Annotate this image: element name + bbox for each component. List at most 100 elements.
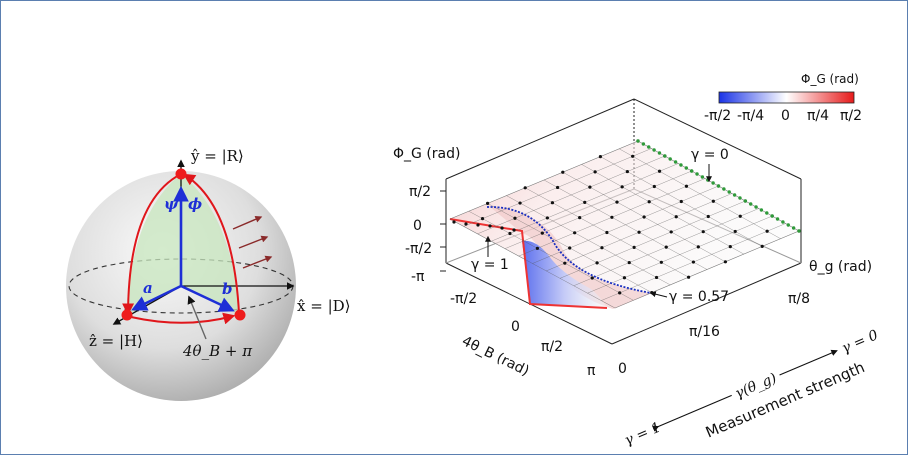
gamma-0-point (673, 160, 678, 164)
transition-surface (489, 206, 651, 309)
grid-point (642, 215, 646, 219)
lower-surface (522, 240, 607, 308)
grid-point (583, 200, 587, 204)
motion-arrow (232, 215, 263, 230)
gamma-0-point (786, 223, 790, 227)
gamma-0-point (727, 190, 731, 194)
grid-point (605, 230, 609, 235)
grid-point (480, 217, 485, 221)
motion-arrow (238, 235, 269, 249)
grid-point (696, 245, 700, 249)
grid-line (506, 195, 671, 286)
grid-point (728, 245, 732, 249)
z-tick: -π/2 (405, 241, 432, 257)
z-tick-marks (440, 190, 446, 272)
grid-point (674, 215, 678, 219)
grid-point (588, 185, 592, 189)
arc-right (182, 173, 240, 314)
gamma-0-point (700, 175, 705, 179)
grid-point (657, 169, 662, 173)
y-axis-label: ŷ = |R⟩ (190, 147, 244, 165)
z-axis: Φ_G (rad) π/2 0 -π/2 -π (393, 146, 460, 285)
grid-point (684, 184, 689, 188)
gamma-0-point (679, 163, 683, 167)
grid-line (543, 179, 708, 270)
phi-label: ϕ (188, 195, 202, 213)
grid-point (620, 185, 624, 189)
gamma-0-point (749, 202, 753, 206)
grid-point (561, 170, 565, 174)
grid-point (573, 231, 577, 235)
x-tick: π (587, 363, 596, 379)
grid-point (706, 214, 710, 219)
grid-point (738, 214, 742, 218)
grid-line (581, 164, 744, 255)
surface-plot: Φ_G (rad) π/2 0 -π/2 -π -π/2 0 π/2 π 4θ_… (393, 72, 881, 449)
x-axis-label: x̂ = |D⟩ (297, 297, 351, 315)
grid-point (513, 216, 517, 220)
motion-arrow (242, 255, 273, 269)
colorbar-tick: π/4 (807, 108, 829, 124)
gamma-0-point (689, 169, 694, 173)
grid-point (590, 276, 594, 280)
grid-point (550, 201, 555, 205)
colorbar-gradient (718, 91, 855, 104)
gamma-0-point (641, 142, 646, 146)
gamma-0-point (636, 139, 640, 143)
gamma-0-point (743, 199, 748, 203)
grid-point (631, 154, 635, 158)
point-h (121, 309, 133, 321)
colorbar-title: Φ_G (rad) (801, 72, 859, 86)
grid-point (523, 186, 527, 190)
gamma-0-point (765, 211, 769, 215)
y-tick: π/8 (788, 291, 810, 307)
gamma-0-point (791, 226, 796, 230)
gamma-057-label: γ = 0.57 (669, 289, 729, 305)
arc-bottom (130, 312, 236, 325)
colorbar-tick: -π/2 (704, 108, 731, 124)
grid-point (760, 244, 764, 248)
grid-point (508, 231, 512, 236)
y-tick: π/16 (689, 324, 720, 340)
grid-point (535, 246, 539, 250)
gamma-0-point (684, 166, 688, 170)
grid-point (518, 201, 522, 205)
b-vector (180, 284, 235, 312)
gamma-0-point (652, 148, 656, 152)
grid-point (618, 291, 622, 295)
gamma-0-point (770, 214, 774, 218)
y-axis-title: θ_g (rad) (809, 259, 872, 275)
grid-point (595, 261, 599, 265)
grid-line (468, 210, 634, 301)
gamma-0-point (775, 217, 780, 221)
a-vector (131, 284, 182, 311)
wedge-left (128, 174, 181, 315)
grid-point (563, 261, 567, 265)
gamma-0-points (636, 139, 801, 233)
z-tick: π/2 (409, 184, 431, 200)
grid-point (540, 231, 544, 235)
strength-gamma-1: γ = 1 (622, 419, 663, 449)
grid-point (627, 260, 631, 265)
z-tick: 0 (413, 218, 422, 234)
gamma-0-point (663, 154, 667, 158)
gamma-1-edge (449, 218, 608, 309)
y-axis: 0 π/16 π/8 θ_g (rad) (618, 259, 872, 377)
gamma-1-points (452, 220, 516, 232)
angle-label: 4θ_B + π (182, 342, 253, 360)
gamma-0-point (797, 229, 801, 233)
wedge-right (181, 174, 239, 315)
b-label: b (222, 280, 233, 298)
grid-point (600, 246, 604, 250)
grid-point (598, 155, 603, 159)
grid-point (593, 170, 597, 174)
x-axis-title: 4θ_B (rad) (459, 333, 531, 379)
grid-point (723, 260, 728, 264)
x-tick: π/2 (541, 339, 563, 355)
bloch-sphere: ŷ = |R⟩ x̂ = |D⟩ ẑ = |H⟩ ψ ϕ a b 4θ_B + … (66, 147, 351, 401)
strength-arrow-left (651, 394, 732, 432)
gamma-0-point (759, 208, 764, 212)
colorbar: Φ_G (rad) -π/2 -π/4 0 π/4 π/2 (704, 72, 862, 124)
gamma-0-point (711, 181, 715, 185)
